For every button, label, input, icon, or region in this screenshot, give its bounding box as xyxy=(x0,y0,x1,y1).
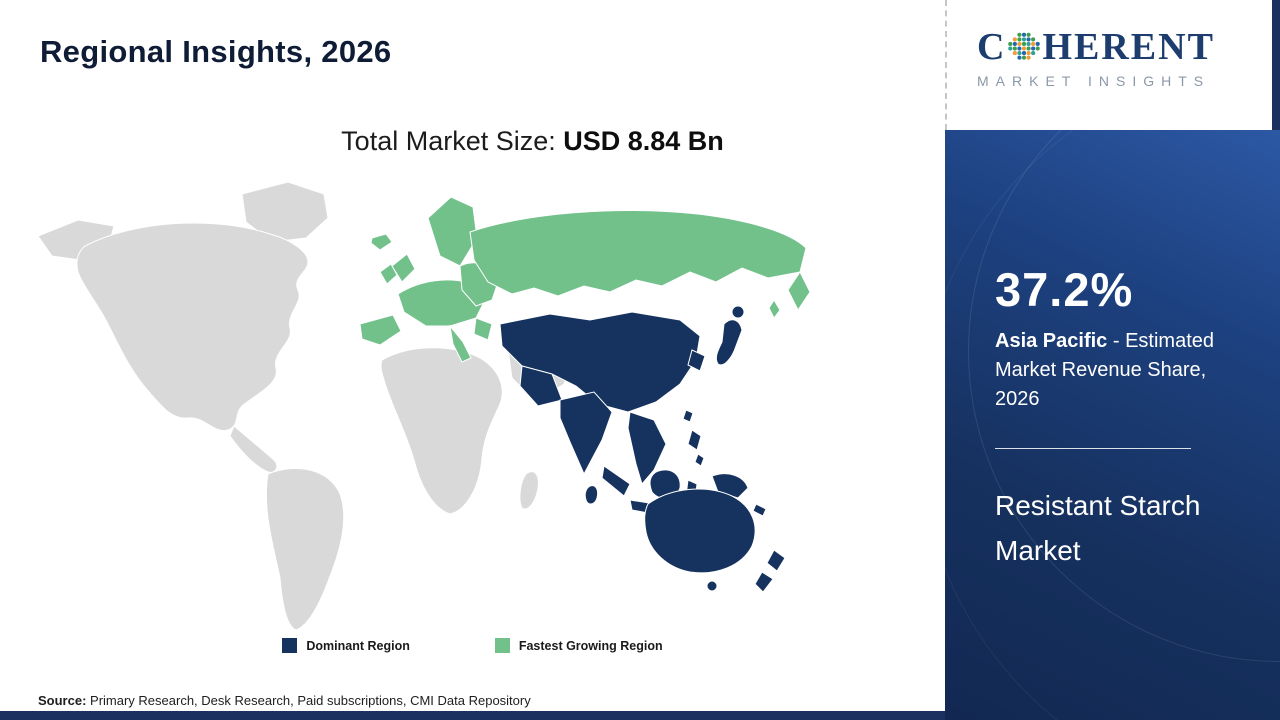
australia xyxy=(644,488,756,574)
bottom-accent-bar xyxy=(0,711,1280,720)
iceland xyxy=(370,233,393,251)
united-kingdom xyxy=(391,253,416,283)
revenue-share-description: Asia Pacific - Estimated Market Revenue … xyxy=(995,327,1235,414)
balkans xyxy=(473,317,493,341)
dominant-region-swatch xyxy=(282,638,298,653)
pakistan-afghanistan xyxy=(519,365,563,407)
world-map-svg xyxy=(37,181,811,631)
source-text: Primary Research, Desk Research, Paid su… xyxy=(86,693,531,708)
coherent-globe-icon xyxy=(1008,32,1041,60)
indochina xyxy=(627,411,667,486)
scandinavia xyxy=(427,196,478,267)
revenue-share-value: 37.2% xyxy=(995,263,1134,316)
tasmania xyxy=(706,580,718,592)
new-zealand-south xyxy=(754,571,774,593)
region-fastest-growing xyxy=(359,196,811,363)
region-name: Asia Pacific xyxy=(995,330,1108,352)
legend-label: Fastest Growing Region xyxy=(518,638,663,653)
market-name: Resistant Starch Market xyxy=(995,490,1201,567)
sidebar-divider xyxy=(995,448,1191,449)
new-zealand-north xyxy=(766,549,786,572)
fastest-growing-region-swatch xyxy=(494,638,510,653)
market-size-label: Total Market Size: xyxy=(341,126,564,156)
iberia xyxy=(359,314,402,346)
legend-item-dominant: Dominant Region xyxy=(282,638,410,653)
world-map xyxy=(30,172,910,642)
page-title: Regional Insights, 2026 xyxy=(40,34,392,69)
region-dominant-asia-pacific xyxy=(499,305,786,593)
legend-item-fastest-growing: Fastest Growing Region xyxy=(494,638,663,653)
korea xyxy=(687,349,706,372)
philippines-south xyxy=(694,453,705,467)
central-america xyxy=(229,425,278,473)
brand-letter-c: C xyxy=(977,26,1007,68)
logo-area: C HERENT MARKET INSIGHTS xyxy=(945,0,1272,130)
taiwan xyxy=(682,409,694,423)
total-market-size: Total Market Size: USD 8.84 Bn xyxy=(0,126,945,157)
south-america xyxy=(265,467,345,631)
japan xyxy=(715,319,743,366)
new-caledonia xyxy=(752,503,767,517)
market-size-value: USD 8.84 Bn xyxy=(563,126,724,156)
greenland xyxy=(241,181,329,243)
sidebar-panel: 37.2% Asia Pacific - Estimated Market Re… xyxy=(945,130,1280,720)
legend-label: Dominant Region xyxy=(306,638,410,653)
map-legend: Dominant Region Fastest Growing Region xyxy=(0,638,945,653)
share-description-text: - Estimated Market Revenue Share, 2026 xyxy=(995,330,1214,410)
hokkaido xyxy=(731,305,745,319)
madagascar xyxy=(519,471,539,510)
africa xyxy=(380,347,503,515)
source-note: Source: Primary Research, Desk Research,… xyxy=(38,693,531,708)
north-america xyxy=(76,222,309,432)
kamchatka xyxy=(787,271,811,311)
sri-lanka xyxy=(584,485,599,505)
brand-subtitle: MARKET INSIGHTS xyxy=(977,73,1211,89)
sakhalin xyxy=(768,299,781,319)
source-label: Source: xyxy=(38,693,87,708)
india xyxy=(559,391,613,476)
russia xyxy=(469,210,807,297)
ireland xyxy=(379,263,398,285)
philippines-north xyxy=(687,429,702,451)
sumatra xyxy=(601,465,631,497)
italy xyxy=(449,324,472,363)
brand-letters-herent: HERENT xyxy=(1042,26,1215,68)
coherent-logo: C HERENT xyxy=(977,28,1272,66)
right-accent-strip xyxy=(1272,0,1280,130)
